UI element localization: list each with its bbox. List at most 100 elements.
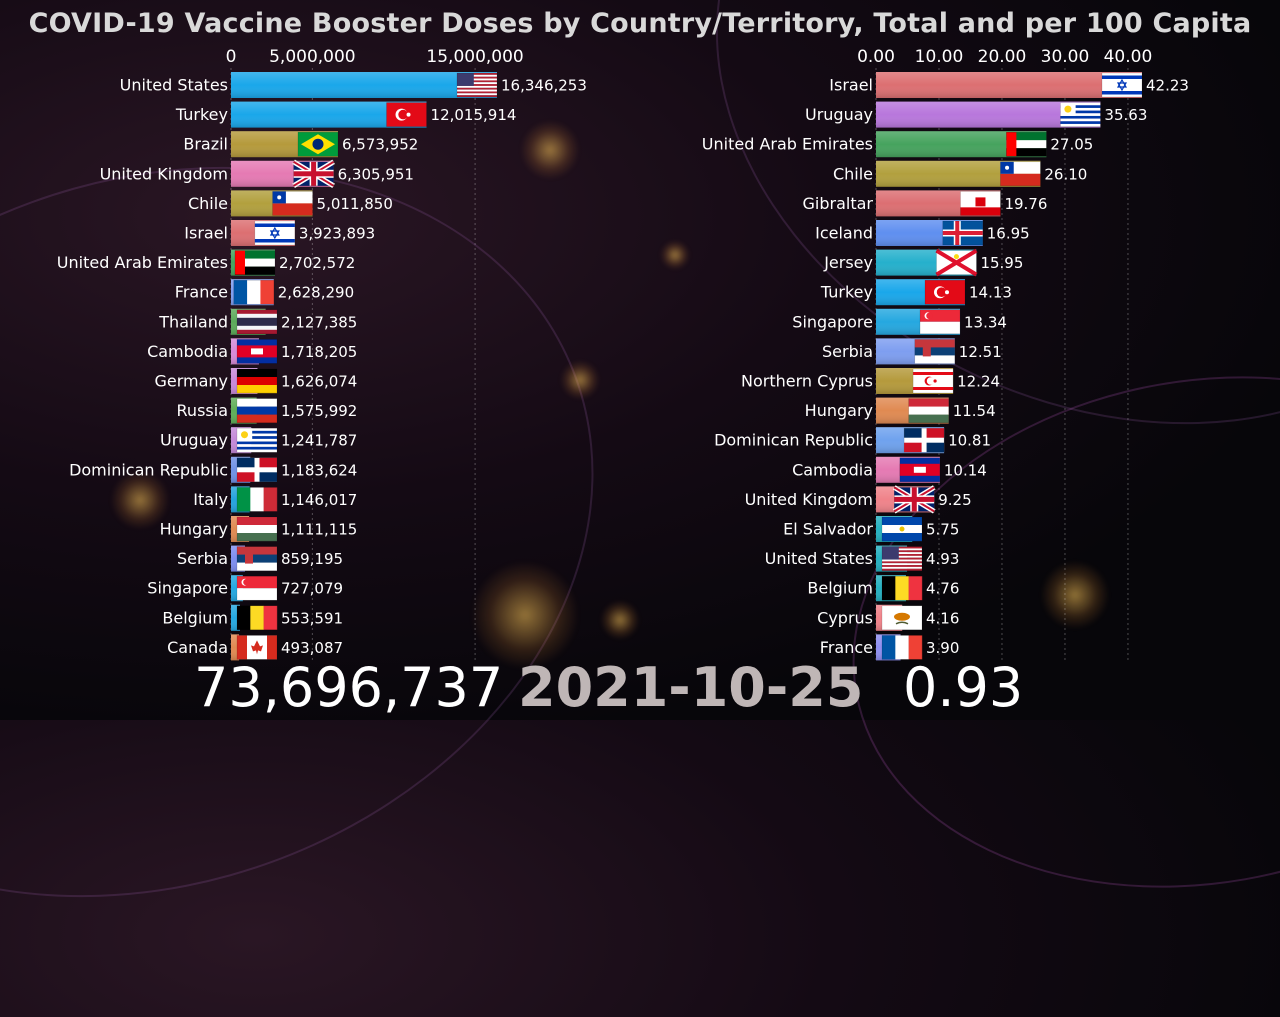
bar-row: Brazil 6,573,952 bbox=[183, 131, 418, 158]
bar-row: Iceland 16.95 bbox=[815, 220, 1030, 246]
gi-flag-icon bbox=[960, 191, 1001, 216]
value-label: 13.34 bbox=[964, 313, 1007, 331]
bar-row: France 2,628,290 bbox=[175, 279, 354, 306]
category-label: El Salvador bbox=[783, 520, 873, 539]
category-label: Singapore bbox=[147, 579, 228, 598]
value-label: 3.90 bbox=[926, 639, 959, 657]
de-flag-icon bbox=[236, 368, 278, 394]
bar-shine bbox=[231, 72, 497, 98]
value-label: 19.76 bbox=[1004, 195, 1047, 213]
bar-row: Belgium 4.76 bbox=[807, 575, 959, 602]
fr-flag-icon bbox=[233, 279, 275, 305]
category-label: Uruguay bbox=[805, 105, 873, 124]
fr-flag-icon bbox=[881, 635, 923, 660]
category-label: Italy bbox=[193, 490, 228, 509]
bar-row: Chile 26.10 bbox=[833, 160, 1087, 187]
category-label: Northern Cyprus bbox=[741, 372, 873, 391]
bar-row: El Salvador 5.75 bbox=[783, 516, 959, 542]
category-label: United States bbox=[120, 76, 228, 95]
sv-flag-icon bbox=[881, 516, 923, 542]
cl-flag-icon bbox=[272, 191, 313, 216]
value-label: 4.16 bbox=[926, 609, 959, 627]
value-label: 859,195 bbox=[281, 550, 343, 568]
category-label: Turkey bbox=[175, 105, 228, 124]
value-label: 16,346,253 bbox=[501, 77, 587, 95]
category-label: Dominican Republic bbox=[714, 431, 873, 450]
value-label: 16.95 bbox=[987, 225, 1030, 243]
x-tick-label: 15,000,000 bbox=[426, 47, 523, 67]
value-label: 5,011,850 bbox=[317, 195, 393, 213]
value-label: 6,305,951 bbox=[338, 165, 414, 183]
x-tick-label: 0.00 bbox=[857, 47, 895, 67]
value-label: 1,718,205 bbox=[281, 343, 357, 361]
bar-shine bbox=[231, 634, 240, 661]
category-label: Gibraltar bbox=[803, 194, 874, 213]
bar-row: Hungary 1,111,115 bbox=[160, 516, 357, 542]
bar-row: Serbia 859,195 bbox=[177, 545, 343, 572]
category-label: Cambodia bbox=[792, 460, 873, 479]
tr-flag-icon bbox=[924, 279, 966, 305]
uy-flag-icon bbox=[236, 427, 278, 453]
kh-flag-icon bbox=[236, 339, 278, 364]
bar-row: Singapore 13.34 bbox=[792, 308, 1007, 335]
bar-row: Turkey 12,015,914 bbox=[175, 101, 517, 128]
bar-row: Cambodia 1,718,205 bbox=[147, 338, 357, 365]
bar-row: Serbia 12.51 bbox=[822, 338, 1002, 365]
category-label: United Arab Emirates bbox=[702, 135, 873, 154]
category-label: Iceland bbox=[815, 224, 873, 243]
ca-flag-icon bbox=[236, 635, 278, 660]
is-flag-icon bbox=[942, 220, 984, 246]
value-label: 9.25 bbox=[938, 491, 971, 509]
value-label: 1,111,115 bbox=[281, 521, 357, 539]
bar-shine bbox=[876, 72, 1142, 98]
x-tick-label: 30.00 bbox=[1041, 47, 1090, 67]
bar-row: United States 4.93 bbox=[765, 545, 959, 572]
bar-row: Dominican Republic 1,183,624 bbox=[69, 456, 357, 483]
value-label: 12,015,914 bbox=[431, 106, 517, 124]
bar-row: United Kingdom 6,305,951 bbox=[100, 159, 414, 188]
kh-flag-icon bbox=[899, 457, 941, 483]
x-tick-label: 0 bbox=[226, 47, 237, 67]
bar-row: Italy 1,146,017 bbox=[193, 486, 357, 513]
bar-shine bbox=[231, 575, 243, 602]
x-tick-label: 5,000,000 bbox=[269, 47, 356, 67]
date-label: 2021-10-25 bbox=[518, 656, 864, 719]
bar-row: Israel 42.23 bbox=[829, 72, 1189, 98]
value-label: 26.10 bbox=[1044, 165, 1087, 183]
per-capita-panel: 0.00 10.00 20.00 30.00 40.00 Israel 42.23 Urugu… bbox=[702, 47, 1189, 662]
je-flag-icon bbox=[935, 248, 978, 277]
category-label: Russia bbox=[177, 401, 228, 420]
category-label: United Kingdom bbox=[745, 490, 873, 509]
br-flag-icon bbox=[297, 131, 339, 157]
category-label: Uruguay bbox=[160, 431, 228, 450]
bar-row: Belgium 553,591 bbox=[162, 604, 343, 631]
category-label: United Kingdom bbox=[100, 164, 228, 183]
bar-shine bbox=[231, 604, 241, 631]
ae-flag-icon bbox=[234, 250, 276, 275]
bar-row: Gibraltar 19.76 bbox=[803, 190, 1047, 217]
bar-row: United Kingdom 9.25 bbox=[745, 485, 972, 514]
do-flag-icon bbox=[236, 457, 278, 483]
x-tick-label: 10.00 bbox=[915, 47, 964, 67]
bar-row: Hungary 11.54 bbox=[805, 397, 996, 424]
ae-flag-icon bbox=[1006, 131, 1047, 157]
bar-row: Uruguay 1,241,787 bbox=[160, 427, 357, 454]
us-flag-icon bbox=[456, 72, 498, 98]
value-label: 2,702,572 bbox=[279, 254, 355, 272]
per-capita-counter: 0.93 bbox=[903, 656, 1024, 719]
value-label: 27.05 bbox=[1050, 136, 1093, 154]
value-label: 493,087 bbox=[281, 639, 343, 657]
bar-row: Uruguay 35.63 bbox=[805, 101, 1147, 128]
category-label: United Arab Emirates bbox=[57, 253, 228, 272]
be-flag-icon bbox=[881, 575, 923, 601]
category-label: Israel bbox=[829, 76, 873, 95]
chart-title: COVID-19 Vaccine Booster Doses by Countr… bbox=[28, 8, 1252, 39]
bar-row: Russia 1,575,992 bbox=[177, 397, 357, 424]
ru-flag-icon bbox=[236, 398, 278, 423]
value-label: 727,079 bbox=[281, 580, 343, 598]
category-label: Serbia bbox=[177, 549, 228, 568]
bar-row: Germany 1,626,074 bbox=[154, 368, 357, 394]
be-flag-icon bbox=[236, 605, 278, 631]
value-label: 4.93 bbox=[926, 550, 959, 568]
category-label: Brazil bbox=[183, 135, 228, 154]
